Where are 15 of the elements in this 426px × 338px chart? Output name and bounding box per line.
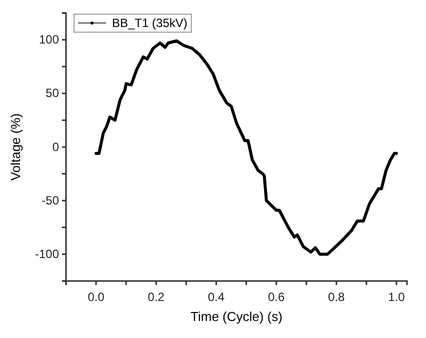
x-tick-label: 0.6 [268, 290, 285, 304]
x-tick-label: 0.4 [208, 290, 225, 304]
line-series [94, 39, 398, 256]
x-tick-label: 0.8 [328, 290, 346, 304]
y-axis-title: Voltage (%) [8, 113, 23, 181]
x-tick-label: 0.2 [148, 290, 165, 304]
x-axis-title: Time (Cycle) (s) [190, 309, 282, 324]
y-tick-label: 100 [38, 32, 60, 47]
legend-label: BB_T1 (35kV) [112, 16, 188, 30]
x-tick-label: 0.0 [88, 290, 105, 304]
y-tick-label: 0 [52, 140, 60, 154]
y-tick-label: 50 [46, 86, 60, 100]
y-tick-label: -50 [42, 193, 60, 208]
x-tick-label: 1.0 [388, 290, 406, 304]
y-tick-label: -100 [34, 247, 60, 262]
